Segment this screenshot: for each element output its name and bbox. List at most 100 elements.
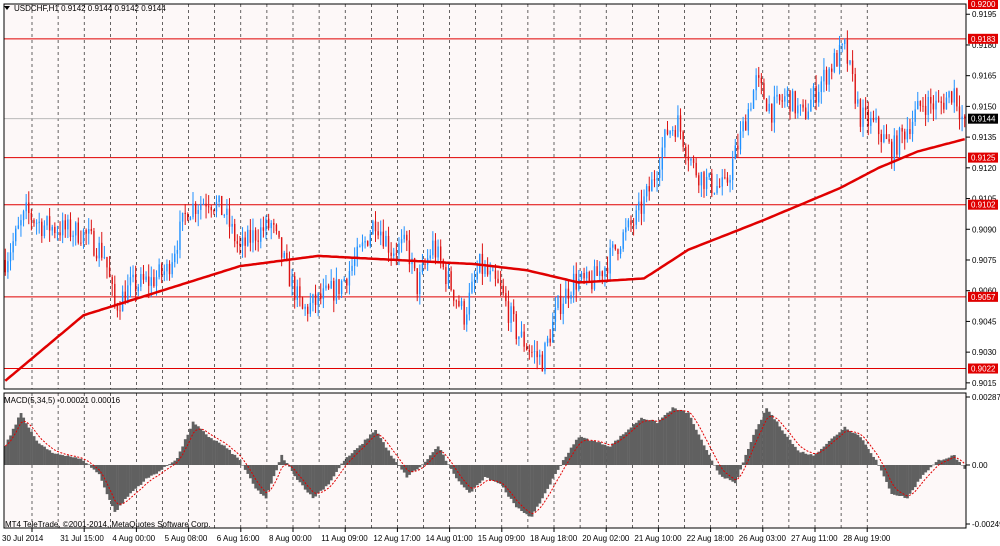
macd-bar [236, 457, 239, 466]
macd-bar [4, 446, 7, 466]
candle-body [935, 100, 937, 110]
candle-body [820, 81, 823, 92]
macd-bar [63, 456, 67, 466]
candle-body [30, 213, 33, 221]
candle-body [705, 176, 708, 189]
candle-body [911, 121, 914, 135]
price-axis: 0.91950.91800.91650.91500.91350.91200.91… [966, 0, 1000, 529]
candle-body [43, 225, 46, 237]
candle-body [61, 220, 64, 236]
macd-bar [866, 448, 870, 466]
chart-frame [3, 3, 967, 529]
level-price-label: 0.9200 [971, 0, 996, 9]
candle-body [698, 175, 700, 186]
macd-bar [601, 444, 604, 466]
macd-bar [517, 465, 521, 509]
macd-bar [415, 465, 419, 470]
macd-bar [546, 465, 550, 489]
candle-body [80, 242, 82, 244]
macd-bar [439, 450, 443, 466]
macd-bar [35, 440, 39, 466]
x-tick-label: 26 Aug 03:00 [739, 534, 787, 543]
macd-bar [441, 454, 445, 466]
candle-body [877, 117, 880, 135]
candle-body [669, 131, 671, 135]
candle-body [453, 290, 455, 301]
macd-bar [353, 449, 357, 466]
candle-body [142, 274, 145, 280]
candle-body [554, 307, 557, 322]
macd-bar [56, 453, 59, 466]
candle-body [343, 278, 345, 282]
macd-bar [256, 465, 260, 491]
candle-body [393, 253, 395, 256]
macd-bar [911, 465, 915, 491]
macd-bar [160, 465, 164, 470]
dropdown-triangle-icon[interactable] [4, 6, 10, 10]
candle-body [906, 129, 909, 140]
candle-body [335, 279, 338, 301]
candle-body [718, 186, 721, 187]
candle-body [737, 145, 739, 150]
macd-bar [533, 465, 537, 512]
macd-bar [650, 419, 654, 466]
x-tick-label: 21 Aug 10:00 [634, 534, 682, 543]
candle-body [41, 221, 43, 237]
macd-bar [736, 465, 740, 478]
candle-body [791, 91, 794, 112]
candle-body [893, 135, 896, 164]
macd-bar [319, 465, 323, 491]
macd-bar [658, 419, 662, 466]
macd-bar [332, 465, 336, 477]
macd-bar [142, 465, 145, 482]
candle-body [9, 252, 12, 262]
candle-body [356, 246, 358, 260]
macd-bar [754, 429, 758, 466]
macd-bar [525, 465, 529, 515]
candle-body [450, 271, 452, 291]
candle-body [625, 227, 627, 233]
candle-body [950, 91, 953, 103]
candle-body [721, 177, 723, 187]
candle-body [228, 208, 231, 227]
candle-body [447, 271, 450, 285]
macd-bar [713, 465, 716, 466]
macd-bar [6, 439, 10, 466]
macd-bar [408, 465, 411, 475]
macd-bar [627, 429, 630, 466]
macd-bar [66, 455, 70, 466]
macd-bar [348, 455, 351, 466]
candle-body [12, 241, 14, 253]
candle-body [862, 107, 864, 127]
macd-bar [864, 444, 868, 466]
macd-bar [457, 465, 461, 482]
macd-pane-frame [3, 392, 967, 529]
macd-bar [660, 417, 664, 466]
candle-body [807, 111, 809, 119]
macd-bar [358, 445, 362, 466]
candle-body [22, 211, 25, 221]
candle-body [439, 246, 442, 261]
candle-body [557, 295, 559, 308]
candle-body [924, 105, 927, 115]
candle-body [724, 177, 726, 179]
macd-bar [355, 448, 359, 466]
candle-body [533, 351, 536, 353]
macd-bar [230, 453, 234, 466]
macd-bar [384, 447, 388, 466]
macd-bar [934, 462, 938, 466]
candle-body [643, 196, 645, 214]
macd-bar [402, 465, 406, 473]
candle-body [890, 141, 893, 164]
candle-body [77, 222, 80, 243]
macd-bar [149, 465, 153, 476]
macd-bar [791, 444, 795, 466]
candle-body [963, 116, 966, 119]
macd-bar [173, 460, 177, 466]
macd-bar [645, 419, 649, 466]
candle-body [539, 354, 541, 358]
macd-bar [228, 449, 232, 466]
candle-body [260, 227, 262, 242]
